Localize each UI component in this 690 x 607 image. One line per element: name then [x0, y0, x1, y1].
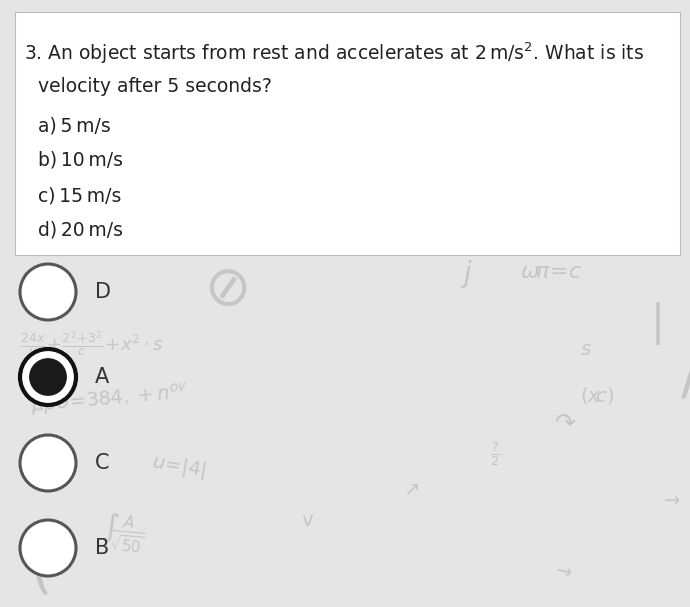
Ellipse shape [20, 520, 76, 576]
Text: 3. An object starts from rest and accelerates at 2$\,$m/s$^{2}$. What is its: 3. An object starts from rest and accele… [24, 40, 644, 66]
Ellipse shape [20, 435, 76, 491]
Ellipse shape [20, 264, 76, 320]
Text: $\curvearrowright$: $\curvearrowright$ [550, 410, 578, 434]
Text: $v$: $v$ [300, 510, 317, 531]
Ellipse shape [29, 358, 67, 396]
Text: $s$: $s$ [580, 340, 592, 359]
Text: C: C [95, 453, 110, 473]
Text: $\curvearrowleft$: $\curvearrowleft$ [30, 430, 57, 454]
Text: $\rightarrow$: $\rightarrow$ [660, 490, 681, 509]
Text: B: B [95, 538, 109, 558]
Text: $\omega\!\pi\!=\!c$: $\omega\!\pi\!=\!c$ [520, 262, 582, 282]
Text: $/$: $/$ [680, 350, 690, 403]
Text: $u\!=\!|4|$: $u\!=\!|4|$ [150, 450, 208, 482]
Text: b) 10 m/s: b) 10 m/s [38, 151, 123, 170]
Text: d) 20 m/s: d) 20 m/s [38, 221, 123, 240]
Text: $\int\!\!\frac{A}{\sqrt{50}}$: $\int\!\!\frac{A}{\sqrt{50}}$ [100, 510, 148, 556]
Text: $\frac{24x}{y}\!+\!\frac{2^2\!+\!3^2}{c}\!+\!x^2\cdot s$: $\frac{24x}{y}\!+\!\frac{2^2\!+\!3^2}{c}… [20, 330, 164, 362]
Text: $\mu\rho\sigma\!=\!384.+n^{ov}$: $\mu\rho\sigma\!=\!384.+n^{ov}$ [30, 380, 190, 418]
Text: $|$: $|$ [650, 300, 661, 347]
Text: $\omega\pi\!c$: $\omega\pi\!c$ [20, 268, 60, 288]
Text: $($: $($ [30, 545, 49, 598]
Text: a) 5 m/s: a) 5 m/s [38, 116, 111, 135]
Text: $(x\!c)$: $(x\!c)$ [580, 385, 615, 406]
Ellipse shape [20, 349, 76, 405]
Text: $\searrow$: $\searrow$ [550, 560, 576, 586]
Text: $j$: $j$ [460, 258, 473, 290]
Text: $\frac{?}{2}$: $\frac{?}{2}$ [490, 440, 500, 468]
Text: $\oslash$: $\oslash$ [200, 260, 252, 320]
Text: velocity after 5 seconds?: velocity after 5 seconds? [38, 77, 272, 96]
Text: D: D [95, 282, 111, 302]
FancyBboxPatch shape [15, 12, 680, 255]
Text: c) 15 m/s: c) 15 m/s [38, 186, 121, 205]
Text: A: A [95, 367, 109, 387]
Text: $\nearrow$: $\nearrow$ [400, 480, 420, 499]
